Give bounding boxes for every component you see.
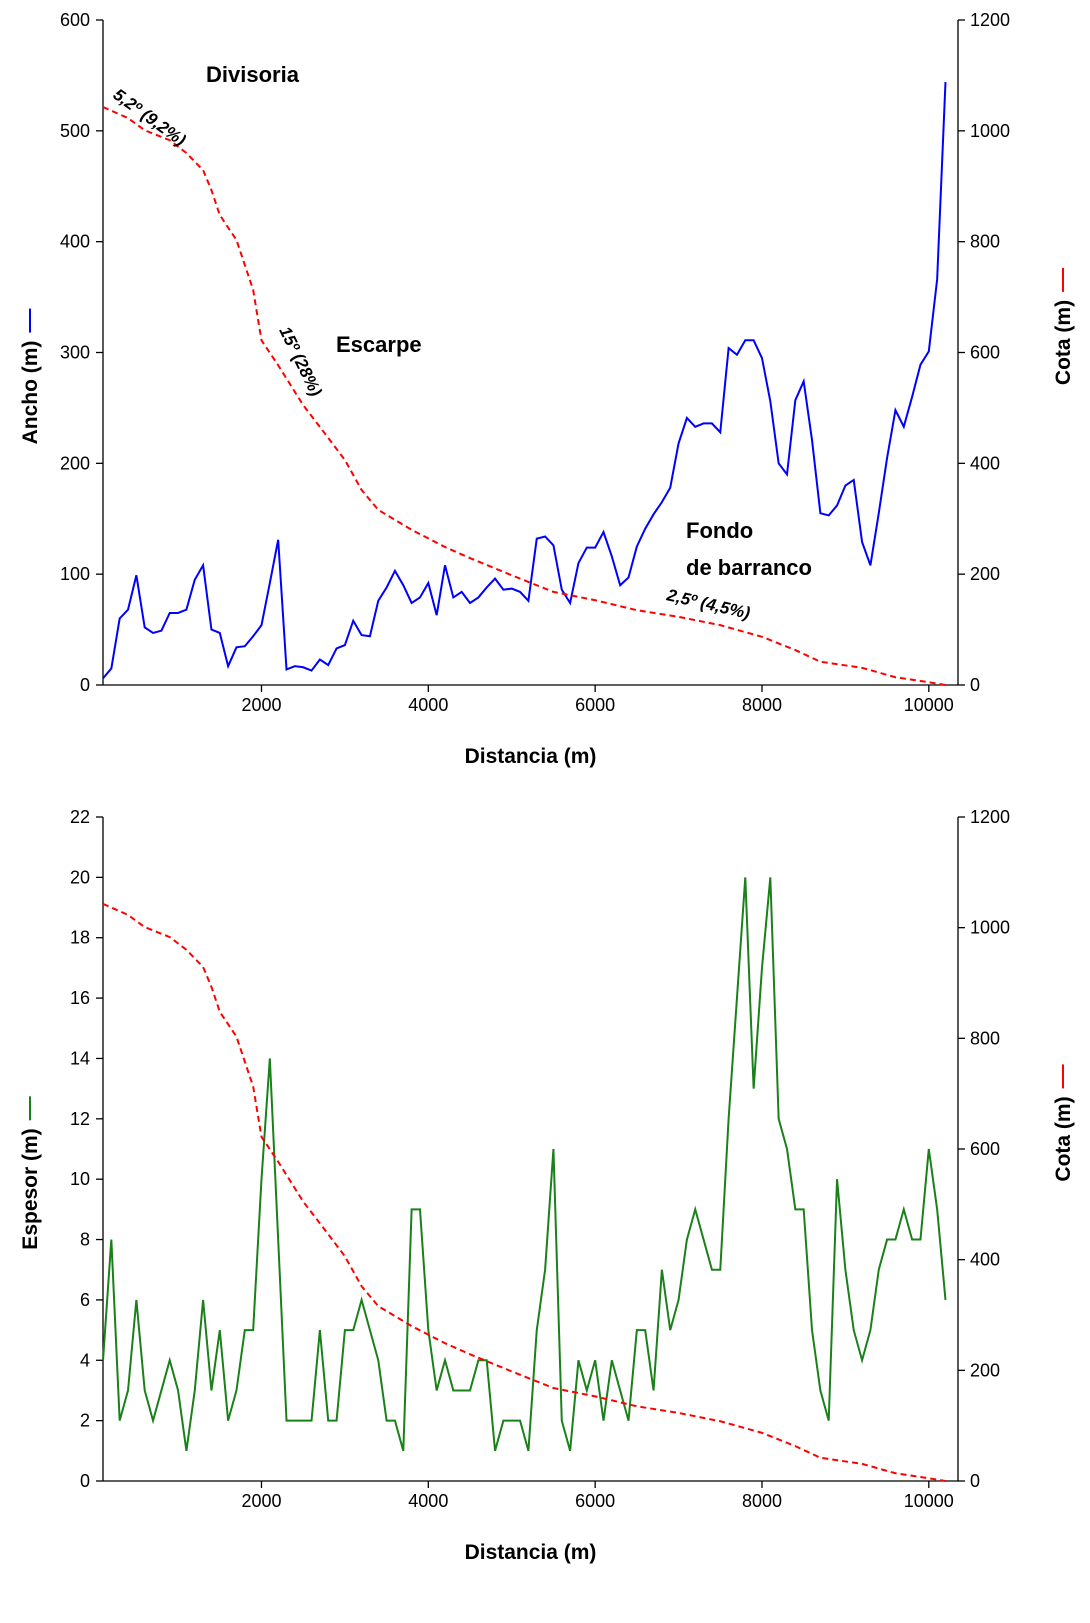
y2-tick-label: 600 (970, 1139, 1000, 1159)
annotation: Escarpe (336, 332, 422, 357)
y-tick-label: 0 (80, 675, 90, 695)
y-tick-label: 4 (80, 1350, 90, 1370)
y-axis-label: Espesor (m) (19, 1128, 42, 1249)
y-tick-label: 0 (80, 1471, 90, 1491)
y2-tick-label: 400 (970, 1250, 1000, 1270)
y-tick-label: 18 (70, 928, 90, 948)
x-tick-label: 2000 (241, 695, 281, 715)
series-line (102, 877, 947, 1452)
x-axis-label: Distancia (m) (465, 1541, 597, 1564)
x-tick-label: 4000 (408, 1491, 448, 1511)
x-tick-label: 6000 (575, 695, 615, 715)
y2-axis-label: Cota (m) (1052, 1096, 1075, 1181)
y2-tick-label: 1200 (970, 10, 1010, 30)
y-tick-label: 16 (70, 988, 90, 1008)
y-tick-label: 10 (70, 1169, 90, 1189)
y-tick-label: 100 (60, 564, 90, 584)
y-tick-label: 400 (60, 232, 90, 252)
y-tick-label: 300 (60, 343, 90, 363)
series-line (102, 82, 947, 679)
annotation: de barranco (686, 555, 812, 580)
annotation: 15º (28%) (275, 323, 325, 399)
y2-tick-label: 600 (970, 343, 1000, 363)
y2-tick-label: 800 (970, 1028, 1000, 1048)
y2-tick-label: 800 (970, 232, 1000, 252)
x-tick-label: 10000 (904, 695, 954, 715)
y2-tick-label: 200 (970, 564, 1000, 584)
x-tick-label: 8000 (742, 695, 782, 715)
y-tick-label: 2 (80, 1411, 90, 1431)
y-tick-label: 500 (60, 121, 90, 141)
x-tick-label: 10000 (904, 1491, 954, 1511)
y-tick-label: 12 (70, 1109, 90, 1129)
y2-tick-label: 200 (970, 1360, 1000, 1380)
x-tick-label: 8000 (742, 1491, 782, 1511)
x-tick-label: 2000 (241, 1491, 281, 1511)
y2-tick-label: 1000 (970, 121, 1010, 141)
x-tick-label: 4000 (408, 695, 448, 715)
y-tick-label: 14 (70, 1048, 90, 1068)
y2-tick-label: 0 (970, 675, 980, 695)
series-line (102, 106, 946, 686)
annotation: Fondo (686, 518, 753, 543)
y2-tick-label: 400 (970, 453, 1000, 473)
annotation: 2,5º (4,5%) (664, 585, 752, 623)
y-tick-label: 200 (60, 453, 90, 473)
y-tick-label: 22 (70, 807, 90, 827)
y2-tick-label: 0 (970, 1471, 980, 1491)
y2-tick-label: 1000 (970, 918, 1010, 938)
y-tick-label: 8 (80, 1230, 90, 1250)
series-line (102, 902, 946, 1482)
annotation: 5,2º (9,2%) (110, 85, 190, 150)
annotation: Divisoria (206, 62, 300, 87)
y2-tick-label: 1200 (970, 807, 1010, 827)
y-tick-label: 600 (60, 10, 90, 30)
x-tick-label: 6000 (575, 1491, 615, 1511)
y-tick-label: 6 (80, 1290, 90, 1310)
y-axis-label: Ancho (m) (19, 341, 42, 445)
y-tick-label: 20 (70, 867, 90, 887)
y2-axis-label: Cota (m) (1052, 300, 1075, 385)
x-axis-label: Distancia (m) (465, 745, 597, 768)
